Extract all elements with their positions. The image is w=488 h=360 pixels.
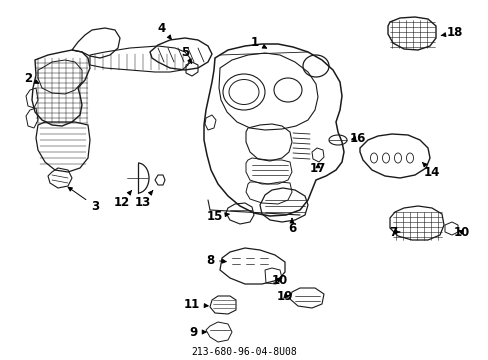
Text: 17: 17 [309,162,325,175]
Text: 11: 11 [183,298,208,311]
Text: 10: 10 [271,274,287,287]
Text: 6: 6 [287,219,296,234]
Text: 2: 2 [24,72,39,85]
Text: 9: 9 [188,325,206,338]
Text: 10: 10 [453,225,469,238]
Text: 1: 1 [250,36,266,49]
Text: 213-680-96-04-8U08: 213-680-96-04-8U08 [191,347,297,357]
Text: 15: 15 [206,210,229,222]
Text: 13: 13 [135,190,153,208]
Text: 4: 4 [158,22,171,39]
Text: 5: 5 [181,45,191,64]
Text: 18: 18 [440,27,462,40]
Text: 3: 3 [68,187,99,212]
Text: 8: 8 [205,253,225,266]
Text: 12: 12 [114,190,131,208]
Text: 19: 19 [276,289,293,302]
Text: 16: 16 [349,131,366,144]
Text: 7: 7 [388,225,399,238]
Text: 14: 14 [422,163,439,179]
